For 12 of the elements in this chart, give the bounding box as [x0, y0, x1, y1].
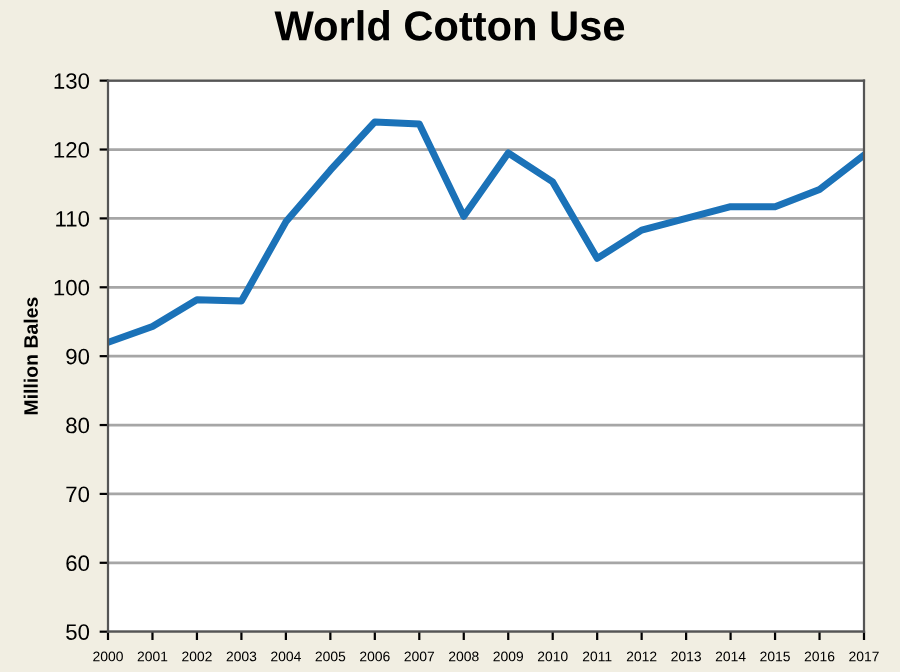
- y-axis-title: Million Bales: [23, 297, 38, 415]
- y-tick-label: 100: [54, 279, 90, 296]
- y-tick-label: 90: [66, 348, 90, 365]
- chart-title: World Cotton Use: [274, 10, 625, 41]
- y-tick-label: 120: [54, 142, 90, 158]
- y-tick-label: 50: [66, 624, 90, 640]
- y-tick-label: 60: [66, 555, 90, 572]
- y-tick-label: 110: [56, 210, 90, 227]
- line-series: [108, 118, 864, 346]
- y-tick-label: 70: [66, 486, 90, 503]
- y-tick-label: 80: [66, 417, 90, 434]
- y-tick-label: 130: [54, 73, 90, 89]
